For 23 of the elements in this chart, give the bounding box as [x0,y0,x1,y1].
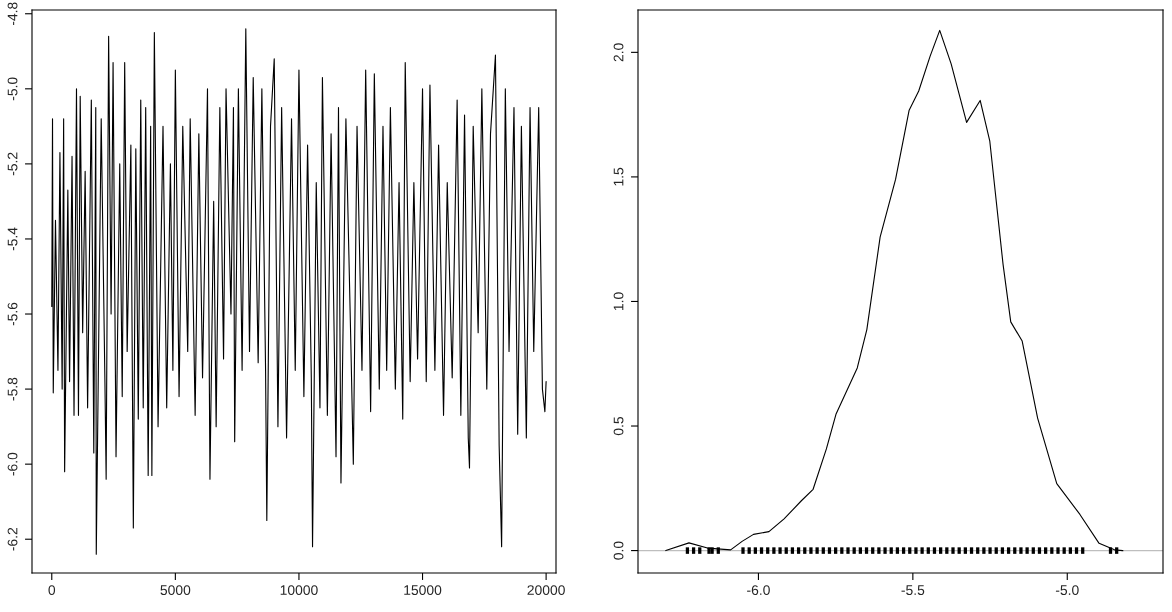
y-tick-label: 2.0 [613,43,624,62]
y-tick-label: -5.2 [7,152,18,176]
x-tick-label: -6.0 [747,585,770,596]
y-tick-label: 1.5 [613,167,624,186]
line-series [665,29,1124,552]
y-tick-label: -5.6 [7,302,18,326]
x-tick-label: 0 [48,585,56,596]
y-tick-label: -5.0 [7,77,18,101]
y-tick-label: -6.2 [7,527,18,551]
y-tick-label: -5.8 [7,377,18,401]
y-tick-label: -6.0 [7,452,18,476]
x-tick-label: 5000 [160,585,191,596]
x-tick-label: 10000 [280,585,318,596]
y-tick-label: 1.0 [613,292,624,311]
x-tick-label: -5.0 [1055,585,1079,596]
y-tick-label: 0.0 [613,541,624,560]
y-tick-label: -4.8 [7,2,18,26]
x-tick-label: 20000 [527,585,565,596]
line-series [51,28,547,555]
x-tick-label: 15000 [404,585,442,596]
y-tick-label: 0.5 [613,416,624,436]
x-tick-label: -5.5 [901,585,925,596]
y-tick-label: -5.4 [7,227,18,251]
